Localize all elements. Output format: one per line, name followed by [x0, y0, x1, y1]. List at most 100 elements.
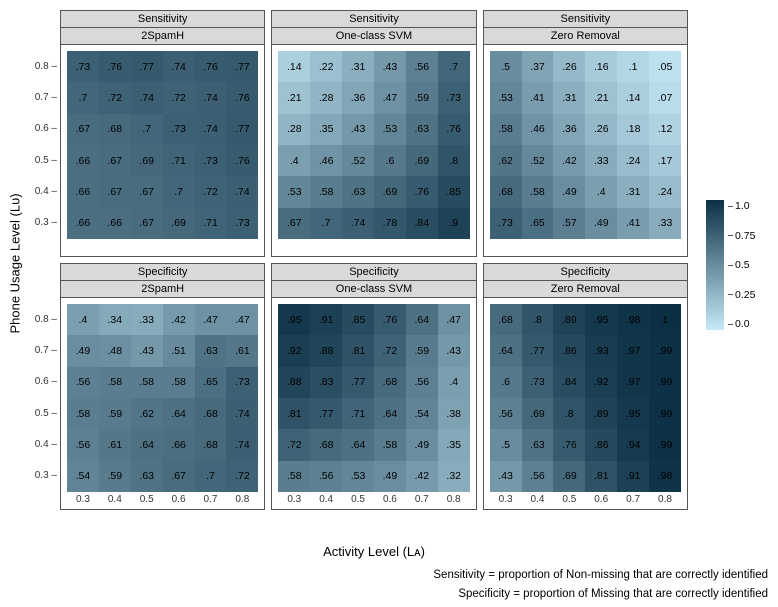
heatmap-cell: .66 [67, 176, 99, 207]
colorbar-tick: 1.0 [728, 200, 755, 212]
heatmap-cell: .72 [374, 335, 406, 366]
heatmap-cell: .69 [163, 208, 195, 239]
heatmap-cell: .34 [99, 304, 131, 335]
heatmap-cell: .67 [278, 208, 310, 239]
colorbar-tick: 0.75 [728, 230, 755, 242]
heatmap-cell: .33 [649, 208, 681, 239]
heatmap-cell: .64 [131, 429, 163, 460]
heatmap-cell: .64 [406, 304, 438, 335]
heatmap-cell: .76 [406, 176, 438, 207]
heatmap-cell: .74 [226, 398, 258, 429]
strip-method: 2SpamH [61, 281, 264, 298]
heatmap-cell: .62 [131, 398, 163, 429]
heatmap-cell: .47 [195, 304, 227, 335]
heatmap-cell: .56 [406, 367, 438, 398]
panel-specificity-0: Specificity2SpamH0.3 –0.4 –0.5 –0.6 –0.7… [60, 263, 265, 510]
heatmap-cell: .56 [67, 367, 99, 398]
heatmap-cell: .49 [406, 429, 438, 460]
heatmap-cell: .36 [553, 114, 585, 145]
figure-captions: Sensitivity = proportion of Non-missing … [433, 566, 768, 603]
heatmap-cell: .7 [195, 461, 227, 492]
x-ticks: 0.30.40.50.60.70.8 [484, 492, 687, 509]
heatmap-cell: .97 [617, 335, 649, 366]
heatmap-cell: .88 [310, 335, 342, 366]
heatmap-cell: .58 [374, 429, 406, 460]
heatmap-cell: .73 [163, 114, 195, 145]
heatmap-cell: .68 [490, 176, 522, 207]
heatmap-cell: .56 [522, 461, 554, 492]
heatmap-cell: .58 [67, 398, 99, 429]
heatmap-cell: .64 [163, 398, 195, 429]
heatmap-cell: .22 [310, 51, 342, 82]
heatmap-cell: .66 [67, 145, 99, 176]
heatmap-cell: .89 [553, 304, 585, 335]
heatmap-cell: .69 [131, 145, 163, 176]
heatmap-cell: .8 [438, 145, 470, 176]
heatmap-cell: .53 [490, 82, 522, 113]
heatmap-cell: .58 [490, 114, 522, 145]
heatmap-cell: .69 [553, 461, 585, 492]
heatmap-cell: .65 [522, 208, 554, 239]
heatmap-cell: .7 [163, 176, 195, 207]
heatmap-cell: .56 [490, 398, 522, 429]
heatmap-cell: .43 [490, 461, 522, 492]
heatmap-cell: .91 [310, 304, 342, 335]
heatmap-cell: .67 [67, 114, 99, 145]
heatmap-cell: .98 [649, 461, 681, 492]
heatmap-cell: .76 [438, 114, 470, 145]
plot-area: 0.3 –0.4 –0.5 –0.6 –0.7 –0.8 –.4.34.33.4… [61, 298, 264, 509]
heatmap-cell: .58 [522, 176, 554, 207]
heatmap-cell: .7 [438, 51, 470, 82]
heatmap-cell: .76 [553, 429, 585, 460]
heatmap-cell: .53 [278, 176, 310, 207]
heatmap-cell: .32 [438, 461, 470, 492]
heatmap-cell: .95 [585, 304, 617, 335]
heatmap-cell: .74 [195, 114, 227, 145]
heatmap-cell: .63 [195, 335, 227, 366]
heatmap-cell: .86 [553, 335, 585, 366]
heatmap-cell: .74 [163, 51, 195, 82]
heatmap-cell: .68 [310, 429, 342, 460]
heatmap: .14.22.31.43.56.7.21.28.36.47.59.73.28.3… [278, 51, 469, 239]
heatmap-cell: .7 [131, 114, 163, 145]
heatmap-cell: .51 [163, 335, 195, 366]
heatmap-cell: .41 [617, 208, 649, 239]
heatmap-cell: .58 [163, 367, 195, 398]
heatmap-cell: .46 [522, 114, 554, 145]
heatmap-cell: .76 [374, 304, 406, 335]
heatmap-cell: .86 [585, 429, 617, 460]
heatmap-cell: .68 [195, 429, 227, 460]
heatmap-cell: .47 [226, 304, 258, 335]
x-ticks: 0.30.40.50.60.70.8 [61, 492, 264, 509]
heatmap-cell: .74 [226, 429, 258, 460]
heatmap-cell: .7 [67, 82, 99, 113]
heatmap-cell: 1 [649, 304, 681, 335]
heatmap-cell: .69 [374, 176, 406, 207]
heatmap-cell: .05 [649, 51, 681, 82]
heatmap-cell: .68 [490, 304, 522, 335]
heatmap-cell: .81 [585, 461, 617, 492]
colorbar-gradient [706, 200, 724, 330]
heatmap-cell: .99 [649, 398, 681, 429]
plot-area: 0.3 –0.4 –0.5 –0.6 –0.7 –0.8 –.5.37.26.1… [484, 45, 687, 256]
heatmap-cell: .73 [438, 82, 470, 113]
colorbar-tick: 0.5 [728, 259, 755, 271]
heatmap-cell: .67 [99, 176, 131, 207]
caption-sensitivity: Sensitivity = proportion of Non-missing … [433, 566, 768, 584]
heatmap-cell: .26 [585, 114, 617, 145]
heatmap-cell: .54 [406, 398, 438, 429]
heatmap-cell: .4 [585, 176, 617, 207]
heatmap-cell: .99 [649, 367, 681, 398]
heatmap-cell: .56 [406, 51, 438, 82]
heatmap-cell: .71 [163, 145, 195, 176]
heatmap-cell: .63 [406, 114, 438, 145]
heatmap: .68.8.89.95.981.64.77.86.93.97.99.6.73.8… [490, 304, 681, 492]
strip-method: Zero Removal [484, 28, 687, 45]
heatmap-cell: .54 [67, 461, 99, 492]
heatmap-cell: .47 [374, 82, 406, 113]
heatmap-cell: .6 [490, 367, 522, 398]
heatmap-cell: .31 [617, 176, 649, 207]
heatmap-cell: .76 [226, 145, 258, 176]
heatmap-cell: .07 [649, 82, 681, 113]
heatmap-cell: .49 [374, 461, 406, 492]
